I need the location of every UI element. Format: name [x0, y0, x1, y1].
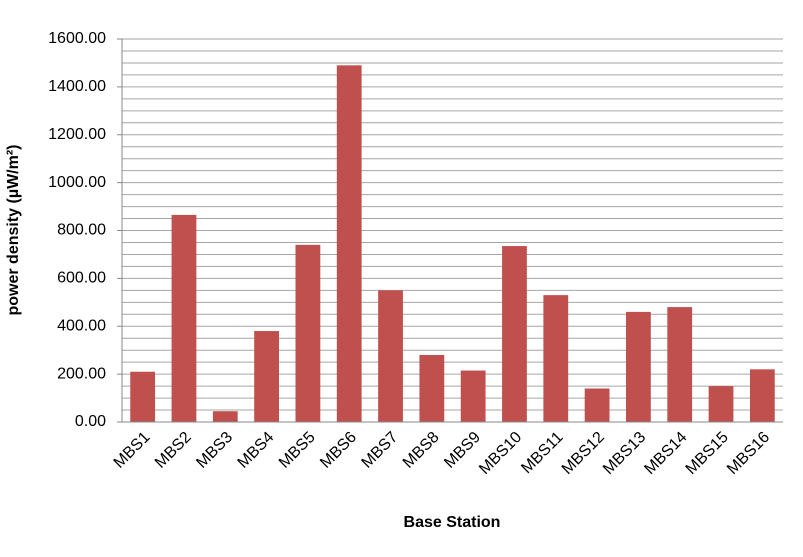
x-tick-label: MBS2	[152, 429, 195, 472]
x-tick-label: MBS8	[400, 429, 443, 472]
bar	[130, 371, 156, 422]
x-tick-label: MBS11	[518, 429, 566, 477]
bar	[460, 370, 486, 422]
bar	[336, 65, 362, 423]
y-tick-label: 0.00	[75, 413, 106, 430]
bar	[543, 295, 569, 422]
x-tick-label: MBS15	[683, 429, 732, 478]
x-tick-label: MBS7	[359, 429, 402, 472]
bar	[502, 246, 527, 422]
x-tick-label: MBS14	[641, 429, 690, 478]
bar	[212, 411, 238, 422]
x-tick-label: MBS3	[193, 429, 236, 472]
x-tick-label: MBS16	[724, 429, 773, 478]
bar	[295, 244, 321, 422]
bar	[626, 311, 651, 422]
y-tick-label: 800.00	[57, 222, 106, 239]
x-axis-title: Base Station	[404, 514, 501, 531]
x-tick-label: MBS4	[235, 429, 278, 472]
y-tick-label: 1600.00	[48, 30, 106, 47]
y-axis-title: power density (µW/m²)	[5, 145, 22, 316]
y-tick-label: 1400.00	[48, 78, 106, 95]
bar	[171, 214, 197, 422]
y-tick-label: 1000.00	[48, 174, 106, 191]
y-tick-label: 200.00	[57, 365, 106, 382]
x-tick-label: MBS12	[559, 429, 608, 478]
x-tick-label: MBS5	[276, 429, 319, 472]
y-tick-label: 600.00	[57, 270, 106, 287]
bar	[749, 369, 775, 422]
bar	[419, 354, 445, 422]
bar	[667, 307, 693, 422]
bar	[378, 290, 403, 422]
bar	[708, 386, 734, 422]
y-tick-label: 400.00	[57, 317, 106, 334]
y-tick-label: 1200.00	[48, 126, 106, 143]
x-tick-label: MBS10	[476, 429, 525, 478]
bar	[584, 388, 610, 422]
bar	[254, 331, 279, 422]
x-tick-label: MBS6	[317, 429, 360, 472]
x-tick-label: MBS13	[600, 429, 649, 478]
x-tick-label: MBS1	[111, 429, 154, 472]
